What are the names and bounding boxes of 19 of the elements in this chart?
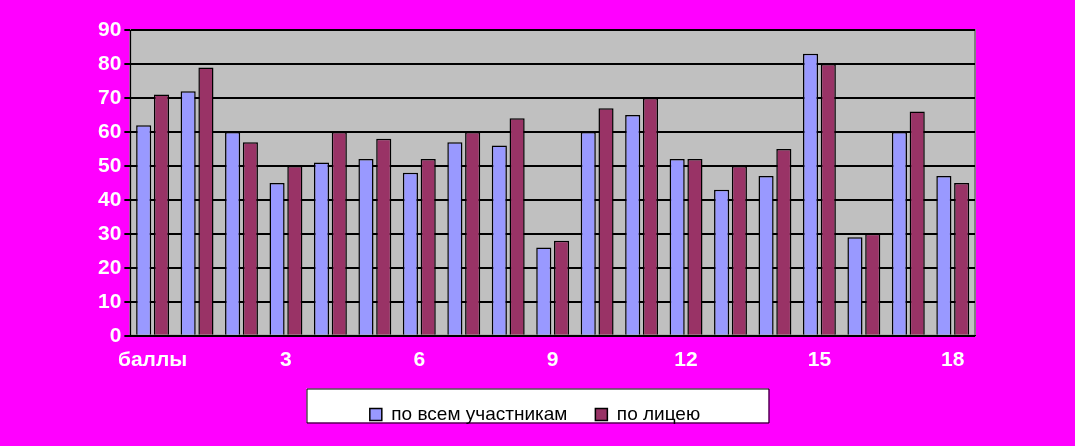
x-tick-label: 6 [413,347,426,371]
legend-label: по всем участникам [391,402,568,424]
legend-label: по лицею [616,402,701,424]
y-tick-label: 80 [98,50,122,74]
y-tick-label: 90 [98,16,122,40]
x-tick-label: 9 [546,347,559,371]
y-tick-label: 70 [98,84,122,108]
y-tick-label: 60 [98,118,122,142]
y-tick-label: 0 [109,322,122,346]
x-tick-label: баллы [117,347,188,371]
y-tick-label: 50 [98,152,122,176]
x-tick-label: 3 [280,347,292,371]
y-tick-label: 10 [98,288,122,312]
x-tick-label: 12 [674,347,698,371]
x-tick-label: 18 [941,347,965,371]
y-tick-label: 40 [98,186,122,210]
y-tick-label: 20 [98,254,122,278]
x-tick-label: 15 [807,347,832,371]
y-tick-label: 30 [98,220,122,244]
